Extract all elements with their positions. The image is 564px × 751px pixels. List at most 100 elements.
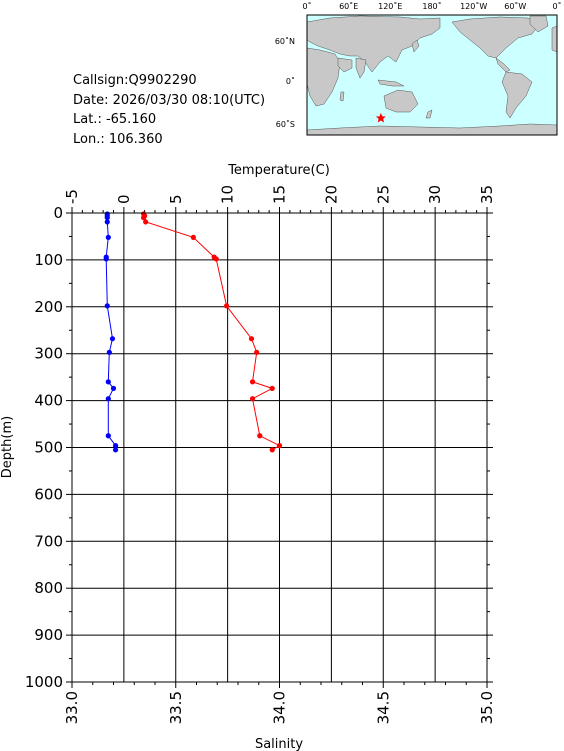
temperature-line [143,213,281,451]
y-tick-label: 0 [53,204,63,222]
callsign-text: Callsign:Q9902290 [73,73,197,88]
land-greenland [529,15,549,33]
grid-layer [72,213,487,682]
salinity-point [104,215,110,221]
salinity-point [104,211,110,217]
bottom-tick-label: 33.5 [167,691,185,724]
top-tick-label: 30 [426,185,444,204]
temperature-point [140,215,147,221]
bottom-tick-label: 34.5 [374,691,392,724]
temperature-point [143,219,149,225]
latitude-text: Lat.: -65.160 [73,112,157,127]
map-land [306,15,558,136]
land-central-america [495,57,511,73]
temperature-point [257,433,263,439]
bottom-tick-label: 35.0 [478,691,496,724]
temperature-point [276,443,283,449]
y-tick-label: 800 [34,579,63,597]
top-tick-label: 10 [219,185,237,204]
date-text: Date: 2026/03/30 08:10(UTC) [73,92,266,108]
salinity-point [104,219,110,225]
temperature-point [213,256,219,262]
temperature-point [254,349,260,355]
y-tick-label: 100 [34,251,63,269]
temperature-point [248,336,255,342]
series-layer [103,211,283,453]
temperature-point [269,447,275,453]
salinity-point [103,254,109,260]
top-tick-label: 35 [478,185,496,204]
map-lat-label: 0˚ [286,76,295,86]
map-lon-label: 180˚ [422,1,441,11]
salinity-point [106,349,112,355]
y-tick-label: 1000 [25,673,63,691]
bottom-tick-label: 34.0 [271,691,289,724]
land-madagascar [339,91,345,102]
plot-frame [71,212,488,683]
map-side-labels: 60˚N 0˚ 60˚S [275,36,295,129]
land-south-america [501,71,533,119]
land-india [355,57,367,79]
top-tick-label: 25 [374,185,392,204]
y-tick-label: 700 [34,532,63,550]
land-japan [411,39,420,53]
temperature-point [142,213,148,219]
map-lon-label: 0˚ [552,1,561,11]
top-tick-label: 5 [167,194,185,204]
salinity-point [105,234,111,240]
salinity-point [112,443,119,449]
map-frame [306,14,558,136]
top-axis-title: Temperature(C) [227,163,330,178]
longitude-text: Lon.: 106.360 [73,131,163,147]
map-lon-label: 0˚ [302,1,311,11]
map-lat-label: 60˚N [275,36,295,46]
map-lon-label: 60˚E [339,1,358,11]
star-icon [375,113,386,123]
temperature-point [211,254,217,260]
salinity-point [105,379,111,385]
top-tick-label: -5 [63,189,81,204]
land-north-america [451,16,541,59]
temperature-point [223,303,230,309]
temperature-point [190,234,196,240]
map-lat-label: 60˚S [276,119,295,129]
salinity-point [110,385,117,392]
salinity-point [112,447,119,453]
map-lon-label: 120˚E [378,1,402,11]
land-indonesia [377,79,405,87]
salinity-point [105,433,111,439]
top-tick-label: 20 [322,185,340,204]
land-new-zealand [425,109,433,119]
salinity-line [105,213,117,450]
land-australia [383,89,419,113]
y-tick-label: 200 [34,298,63,316]
salinity-point [109,336,116,342]
y-tick-label: 300 [34,345,63,363]
salinity-point [104,213,110,219]
top-tick-label: 15 [271,185,289,204]
map-lon-label: 120˚W [460,1,487,11]
salinity-point [105,396,111,402]
temperature-point [269,385,275,392]
temperature-point [249,379,256,385]
y-tick-label: 900 [34,626,63,644]
y-tick-label: 400 [34,392,63,410]
land-eurasia [306,15,441,73]
bottom-tick-label: 33.0 [63,691,81,724]
land-europe-right [551,25,558,53]
y-axis-title: Depth(m) [0,416,15,478]
temperature-point [249,396,256,402]
world-map: 0˚ 60˚E 120˚E 180˚ 120˚W 60˚W 0˚ 60˚N 0˚… [275,1,562,136]
salinity-point [103,256,109,262]
map-top-labels: 0˚ 60˚E 120˚E 180˚ 120˚W 60˚W 0˚ [302,1,561,11]
land-africa [306,47,341,107]
map-lon-label: 60˚W [504,1,526,11]
station-info: Callsign:Q9902290 Date: 2026/03/30 08:10… [73,71,265,149]
land-arabia [337,57,353,73]
y-tick-label: 600 [34,485,63,503]
bottom-axis-title: Salinity [255,737,303,751]
y-tick-label: 500 [34,439,63,457]
salinity-point [104,303,110,309]
top-tick-label: 0 [115,194,133,204]
